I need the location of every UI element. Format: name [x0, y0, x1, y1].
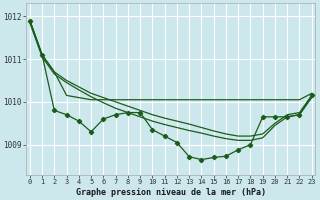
X-axis label: Graphe pression niveau de la mer (hPa): Graphe pression niveau de la mer (hPa) — [76, 188, 266, 197]
